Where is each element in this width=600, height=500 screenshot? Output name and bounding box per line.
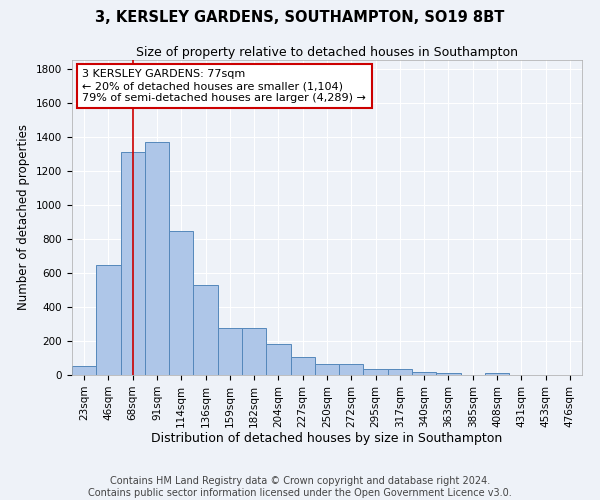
- Title: Size of property relative to detached houses in Southampton: Size of property relative to detached ho…: [136, 46, 518, 59]
- Bar: [145, 142, 169, 375]
- Bar: [339, 364, 364, 375]
- X-axis label: Distribution of detached houses by size in Southampton: Distribution of detached houses by size …: [151, 432, 503, 446]
- Bar: [290, 357, 315, 375]
- Text: Contains HM Land Registry data © Crown copyright and database right 2024.
Contai: Contains HM Land Registry data © Crown c…: [88, 476, 512, 498]
- Bar: [242, 328, 266, 375]
- Bar: [436, 374, 461, 375]
- Bar: [96, 265, 121, 375]
- Text: 3, KERSLEY GARDENS, SOUTHAMPTON, SO19 8BT: 3, KERSLEY GARDENS, SOUTHAMPTON, SO19 8B…: [95, 10, 505, 25]
- Bar: [388, 369, 412, 375]
- Bar: [485, 374, 509, 375]
- Bar: [315, 364, 339, 375]
- Y-axis label: Number of detached properties: Number of detached properties: [17, 124, 31, 310]
- Bar: [266, 344, 290, 375]
- Bar: [169, 231, 193, 375]
- Bar: [364, 369, 388, 375]
- Bar: [412, 372, 436, 375]
- Bar: [218, 328, 242, 375]
- Bar: [72, 366, 96, 375]
- Bar: [121, 152, 145, 375]
- Text: 3 KERSLEY GARDENS: 77sqm
← 20% of detached houses are smaller (1,104)
79% of sem: 3 KERSLEY GARDENS: 77sqm ← 20% of detach…: [82, 70, 366, 102]
- Bar: [193, 285, 218, 375]
